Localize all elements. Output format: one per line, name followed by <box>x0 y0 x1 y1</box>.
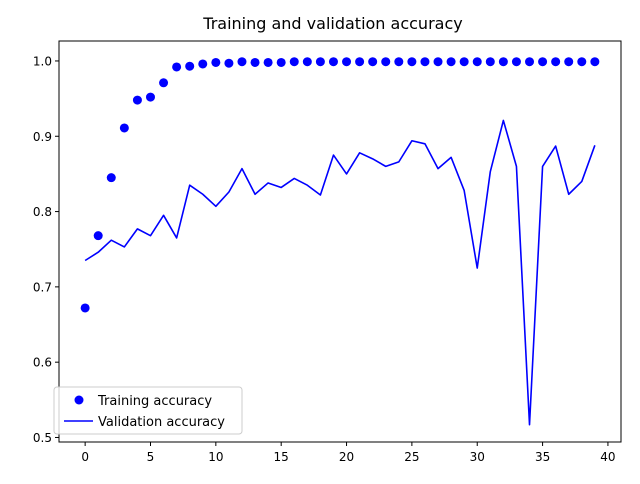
y-tick-label: 1.0 <box>33 54 52 68</box>
x-tick-label: 35 <box>535 450 550 464</box>
legend: Training accuracy Validation accuracy <box>53 386 243 435</box>
training-accuracy-point <box>433 57 443 67</box>
training-accuracy-point <box>394 57 404 67</box>
training-accuracy-point <box>459 57 469 67</box>
legend-box <box>53 386 243 435</box>
training-accuracy-point <box>315 57 325 67</box>
training-accuracy-point <box>407 57 417 67</box>
training-accuracy-point <box>289 57 299 67</box>
x-tick-label: 15 <box>274 450 289 464</box>
y-axis: 0.5 0.6 0.7 0.8 0.9 1.0 <box>33 54 59 445</box>
training-accuracy-point <box>198 59 208 69</box>
y-tick-label: 0.6 <box>33 356 52 370</box>
training-accuracy-point <box>119 123 129 133</box>
x-tick-label: 20 <box>339 450 354 464</box>
training-accuracy-point <box>132 95 142 105</box>
training-accuracy-point <box>564 57 574 67</box>
training-accuracy-point <box>511 57 521 67</box>
x-tick-label: 30 <box>470 450 485 464</box>
x-tick-label: 5 <box>147 450 155 464</box>
training-accuracy-point <box>381 57 391 67</box>
training-accuracy-point <box>328 57 338 67</box>
training-accuracy-point <box>93 231 103 241</box>
legend-label-validation: Validation accuracy <box>98 415 225 430</box>
x-tick-label: 10 <box>208 450 223 464</box>
training-accuracy-point <box>250 57 260 67</box>
training-accuracy-point <box>577 57 587 67</box>
x-tick-label: 0 <box>81 450 89 464</box>
training-accuracy-point <box>276 57 286 67</box>
training-accuracy-point <box>590 57 600 67</box>
y-tick-label: 0.9 <box>33 130 52 144</box>
training-accuracy-point <box>446 57 456 67</box>
training-accuracy-point <box>211 57 221 67</box>
training-accuracy-point <box>80 303 90 313</box>
training-accuracy-point <box>159 78 169 88</box>
training-accuracy-point <box>185 61 195 71</box>
training-accuracy-point <box>145 92 155 102</box>
y-tick-label: 0.5 <box>33 431 52 445</box>
training-accuracy-point <box>172 62 182 72</box>
training-accuracy-point <box>355 57 365 67</box>
y-tick-label: 0.8 <box>33 205 52 219</box>
training-accuracy-point <box>485 57 495 67</box>
training-accuracy-point <box>551 57 561 67</box>
training-accuracy-point <box>525 57 535 67</box>
training-accuracy-point <box>538 57 548 67</box>
training-accuracy-point <box>302 57 312 67</box>
y-tick-label: 0.7 <box>33 280 52 294</box>
training-accuracy-point <box>342 57 352 67</box>
training-accuracy-point <box>472 57 482 67</box>
training-accuracy-point <box>498 57 508 67</box>
training-accuracy-point <box>106 173 116 183</box>
training-accuracy-point <box>420 57 430 67</box>
training-accuracy-point <box>237 57 247 67</box>
legend-label-training: Training accuracy <box>97 394 212 409</box>
validation-accuracy-line <box>84 119 596 426</box>
legend-marker-training <box>74 395 84 405</box>
chart-title: Training and validation accuracy <box>202 14 462 33</box>
plot-area <box>58 40 622 443</box>
x-axis: 0 5 10 15 20 25 30 35 40 <box>81 442 616 464</box>
plot-frame <box>58 40 622 443</box>
x-tick-label: 40 <box>600 450 615 464</box>
x-tick-label: 25 <box>404 450 419 464</box>
training-accuracy-point <box>368 57 378 67</box>
training-accuracy-point <box>224 58 234 68</box>
training-accuracy-point <box>263 57 273 67</box>
